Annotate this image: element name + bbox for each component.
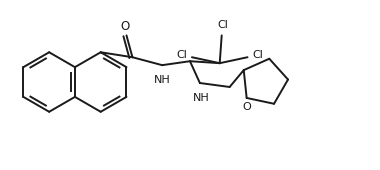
- Text: Cl: Cl: [252, 50, 263, 60]
- Text: Cl: Cl: [177, 50, 187, 60]
- Text: Cl: Cl: [217, 21, 228, 30]
- Text: O: O: [120, 20, 129, 33]
- Text: O: O: [242, 102, 251, 112]
- Text: NH: NH: [193, 93, 209, 103]
- Text: NH: NH: [154, 75, 171, 85]
